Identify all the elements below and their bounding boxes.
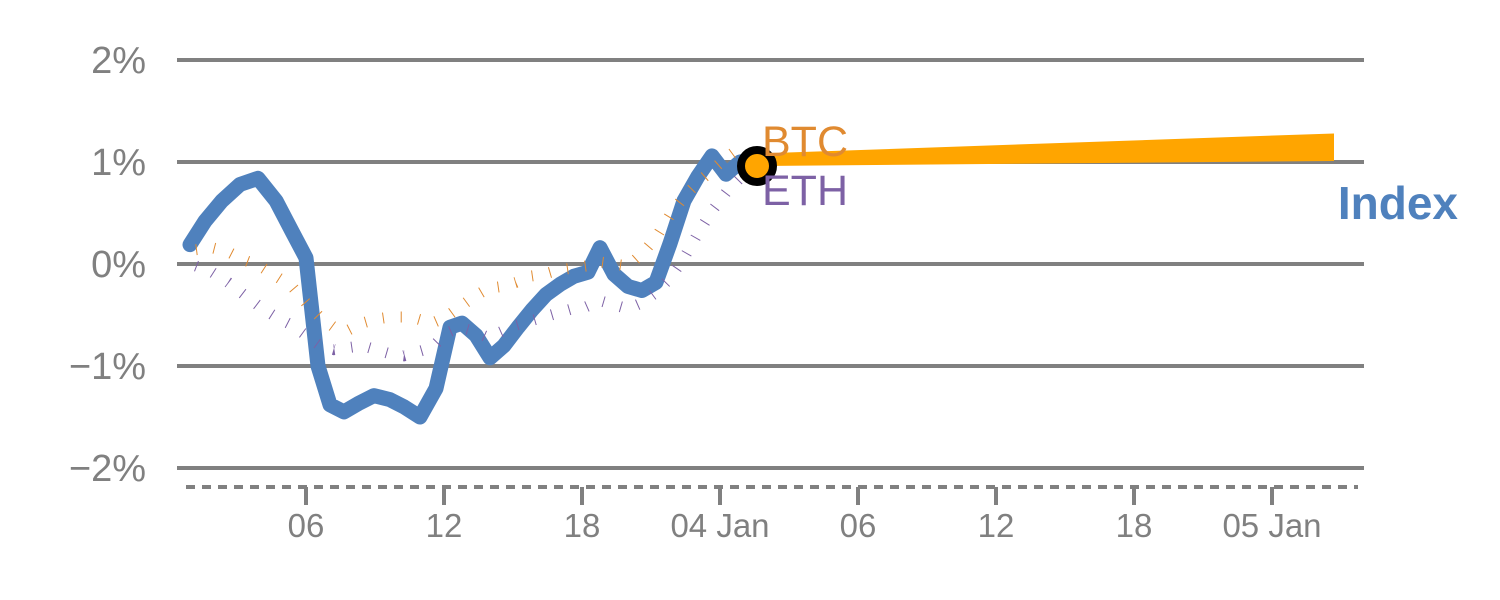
- current-point-marker-ring: [737, 146, 777, 186]
- x-axis-tick-label: 04 Jan: [670, 507, 769, 544]
- btc-label: BTC: [762, 118, 848, 166]
- y-axis-tick-label: 2%: [91, 40, 146, 82]
- forecast-band-group: [750, 133, 1334, 167]
- x-axis-tick-label: 12: [426, 507, 463, 544]
- x-axis-tick-label: 12: [978, 507, 1015, 544]
- series-group: [182, 143, 765, 425]
- gridlines-group: 2% 1% 0% −1% −2%: [69, 40, 1364, 490]
- series-line-index: [182, 148, 765, 425]
- forecast-band: [750, 133, 1334, 167]
- x-axis-tick-label: 06: [288, 507, 325, 544]
- x-axis-tick-label: 05 Jan: [1222, 507, 1321, 544]
- x-axis-tick-label: 06: [840, 507, 877, 544]
- y-axis-tick-label: 0%: [91, 244, 146, 286]
- x-axis-group: 06 12 18 04 Jan 06 12 18 05 Jan: [186, 485, 1358, 544]
- current-point-marker: [737, 146, 777, 186]
- y-axis-tick-label: −2%: [69, 448, 146, 490]
- x-axis-tick-label: 18: [1116, 507, 1153, 544]
- y-axis-tick-label: 1%: [91, 142, 146, 184]
- eth-label: ETH: [762, 167, 848, 215]
- y-axis-tick-label: −1%: [69, 346, 146, 388]
- x-axis-tick-label: 18: [564, 507, 601, 544]
- index-label: Index: [1338, 177, 1459, 229]
- series-line-btc: [195, 143, 744, 337]
